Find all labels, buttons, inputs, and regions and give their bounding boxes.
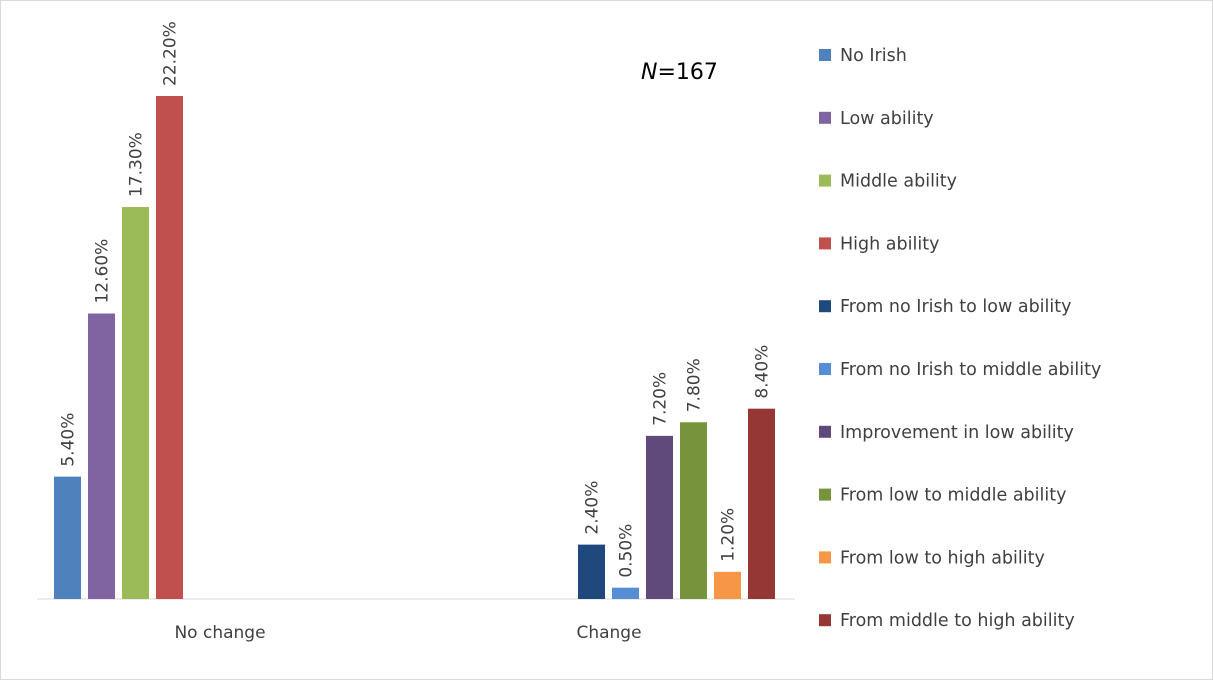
bar-no-change-low-ability: [88, 313, 115, 599]
bar-no-change-high-ability: [156, 96, 183, 599]
data-label-no-change-high-ability: 22.20%: [161, 21, 181, 86]
legend-swatch-no-irish: [819, 49, 831, 61]
data-label-change-from-low-to-high-ability: 1.20%: [719, 508, 739, 562]
legend-swatch-from-low-to-high-ability: [819, 551, 831, 564]
legend-swatch-from-middle-to-high-ability: [819, 614, 831, 627]
data-label-change-from-low-to-middle-ability: 7.80%: [685, 358, 705, 412]
data-label-change-improvement-in-low-ability: 7.20%: [651, 372, 671, 426]
legend-label-from-low-to-high-ability: From low to high ability: [840, 548, 1045, 568]
bar-no-change-no-irish: [54, 476, 81, 599]
legend-label-from-no-irish-to-middle-ability: From no Irish to middle ability: [840, 360, 1101, 380]
bar-change-from-middle-to-high-ability: [748, 408, 775, 599]
data-label-change-from-middle-to-high-ability: 8.40%: [753, 345, 773, 399]
legend-label-from-low-to-middle-ability: From low to middle ability: [840, 486, 1066, 506]
bar-no-change-middle-ability: [122, 207, 149, 599]
data-labels-group: 5.40% 12.60% 17.30% 22.20% 2.40% 0.50% 7.20% 7.…: [59, 21, 773, 577]
legend-swatch-from-no-irish-to-middle-ability: [819, 363, 831, 375]
legend-label-low-ability: Low ability: [840, 109, 934, 129]
annotation-text: =167: [657, 60, 717, 85]
legend-label-from-middle-to-high-ability: From middle to high ability: [840, 611, 1075, 631]
legend-swatch-low-ability: [819, 111, 831, 124]
legend-swatch-improvement-in-low-ability: [819, 425, 831, 438]
annotation-italic: N: [641, 60, 657, 85]
data-label-change-from-no-irish-to-low-ability: 2.40%: [583, 481, 603, 535]
legend-label-from-no-irish-to-low-ability: From no Irish to low ability: [840, 297, 1071, 317]
data-label-change-from-no-irish-to-middle-ability: 0.50%: [617, 524, 637, 578]
bars-group: [54, 96, 775, 599]
data-label-no-change-low-ability: 12.60%: [93, 239, 113, 304]
bar-change-from-low-to-middle-ability: [680, 422, 707, 599]
x-tick-label-change: Change: [576, 623, 641, 643]
legend-swatch-from-no-irish-to-low-ability: [819, 300, 831, 313]
legend-swatch-from-low-to-middle-ability: [819, 488, 831, 501]
bar-change-from-no-irish-to-middle-ability: [612, 587, 639, 599]
legend-swatch-high-ability: [819, 237, 831, 250]
data-label-no-change-no-irish: 5.40%: [59, 413, 79, 467]
legend-label-middle-ability: Middle ability: [840, 172, 957, 192]
legend: No Irish Low ability Middle ability High ab…: [819, 46, 1101, 631]
bar-change-from-low-to-high-ability: [714, 571, 741, 599]
data-label-no-change-middle-ability: 17.30%: [127, 132, 147, 197]
legend-label-no-irish: No Irish: [840, 46, 907, 66]
legend-label-high-ability: High ability: [840, 234, 939, 254]
x-tick-label-no-change: No change: [174, 623, 265, 643]
sample-size-annotation: N=167: [641, 60, 718, 85]
legend-label-improvement-in-low-ability: Improvement in low ability: [840, 423, 1074, 443]
x-tick-labels: No change Change: [174, 623, 641, 643]
bar-change-from-no-irish-to-low-ability: [578, 544, 605, 599]
legend-swatch-middle-ability: [819, 174, 831, 187]
bar-change-improvement-in-low-ability: [646, 435, 673, 599]
